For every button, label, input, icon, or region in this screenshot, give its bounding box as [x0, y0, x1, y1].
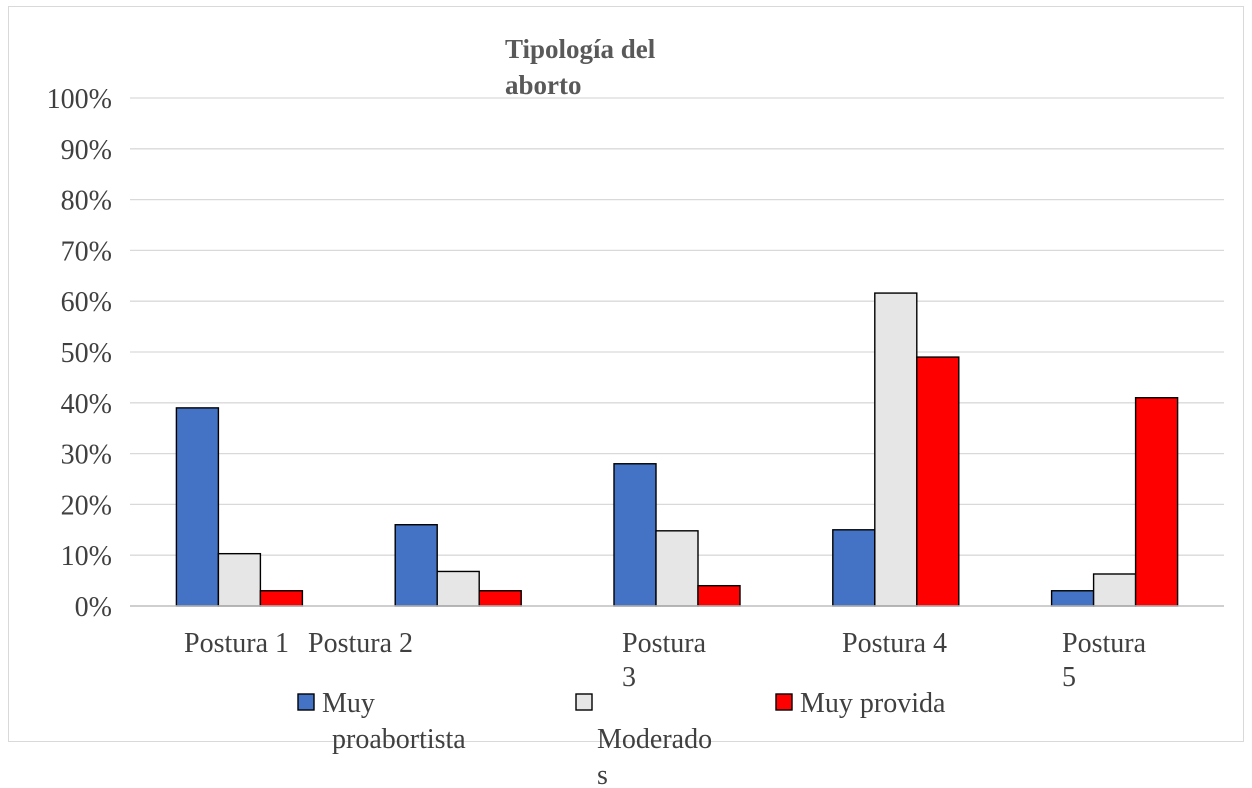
x-tick-label: Postura 3 — [622, 628, 707, 693]
x-tick-label-line: Postura — [622, 628, 707, 659]
legend-label: Muy proabortista — [322, 688, 466, 755]
y-tick-label: 10% — [61, 541, 112, 572]
y-tick-label: 100% — [47, 84, 112, 115]
legend-label-line: Muy provida — [800, 688, 946, 719]
bar-series-3-category-3 — [697, 584, 741, 607]
bar-series-3-category-4 — [916, 356, 960, 607]
chart-title-line-2: aborto — [505, 70, 582, 100]
legend-label-line: proabortista — [332, 724, 466, 755]
y-tick-label: 70% — [61, 236, 112, 267]
bar-series-1-category-3 — [613, 463, 657, 607]
gridlines — [130, 97, 1224, 556]
y-axis-ticks: 0% 10% 20% 30% 40% 50% 60% 70% 80% 90% 100% — [47, 84, 112, 623]
legend-swatch — [297, 693, 315, 711]
y-tick-label: 30% — [61, 440, 112, 471]
legend-label-line: s — [597, 760, 608, 788]
bar-series-1-category-1 — [175, 407, 220, 607]
legend-label: Moderado s — [597, 724, 712, 788]
bar-series-2-category-5 — [1092, 573, 1137, 607]
chart-title-line-1: Tipología del — [505, 34, 656, 64]
bar-series-1-category-5 — [1050, 590, 1095, 607]
y-tick-label: 90% — [61, 135, 112, 166]
bars — [175, 292, 1179, 607]
legend-swatch — [775, 693, 793, 711]
bar-series-1-category-4 — [832, 529, 876, 607]
bar-series-3-category-2 — [478, 590, 522, 607]
bar-series-2-category-2 — [436, 570, 480, 607]
y-tick-label: 50% — [61, 338, 112, 369]
legend-label-line: Moderado — [597, 724, 712, 755]
x-tick-label-line: 5 — [1062, 662, 1076, 693]
x-tick-label: Postura 1 — [184, 628, 289, 659]
y-tick-label: 0% — [75, 592, 112, 623]
x-tick-label-line: Postura — [1062, 628, 1147, 659]
bar-series-2-category-3 — [655, 530, 699, 607]
x-tick-label: Postura 5 — [1062, 628, 1147, 693]
bar-series-2-category-4 — [874, 292, 918, 607]
bar-series-3-category-5 — [1134, 397, 1179, 607]
legend-swatch — [575, 693, 593, 711]
x-tick-label: Postura 2 — [308, 628, 413, 659]
y-tick-label: 20% — [61, 490, 112, 521]
bar-series-2-category-1 — [217, 552, 262, 607]
x-tick-label-line: 3 — [622, 662, 636, 693]
y-tick-label: 60% — [61, 287, 112, 318]
bar-series-3-category-1 — [259, 590, 304, 607]
legend: Muy proabortista Moderado s Muy provida — [297, 688, 946, 788]
legend-label: Muy provida — [800, 688, 946, 719]
x-tick-label-line: Postura 2 — [308, 628, 413, 659]
x-tick-label-line: Postura 1 — [184, 628, 289, 659]
y-tick-label: 40% — [61, 389, 112, 420]
chart-frame — [8, 6, 1244, 742]
x-tick-label-line: Postura 4 — [842, 628, 947, 659]
chart-title: Tipología del aborto — [505, 34, 662, 100]
y-tick-label: 80% — [61, 186, 112, 217]
legend-label-line: Muy — [322, 688, 375, 719]
bar-series-1-category-2 — [394, 524, 438, 607]
x-tick-label: Postura 4 — [842, 628, 947, 659]
